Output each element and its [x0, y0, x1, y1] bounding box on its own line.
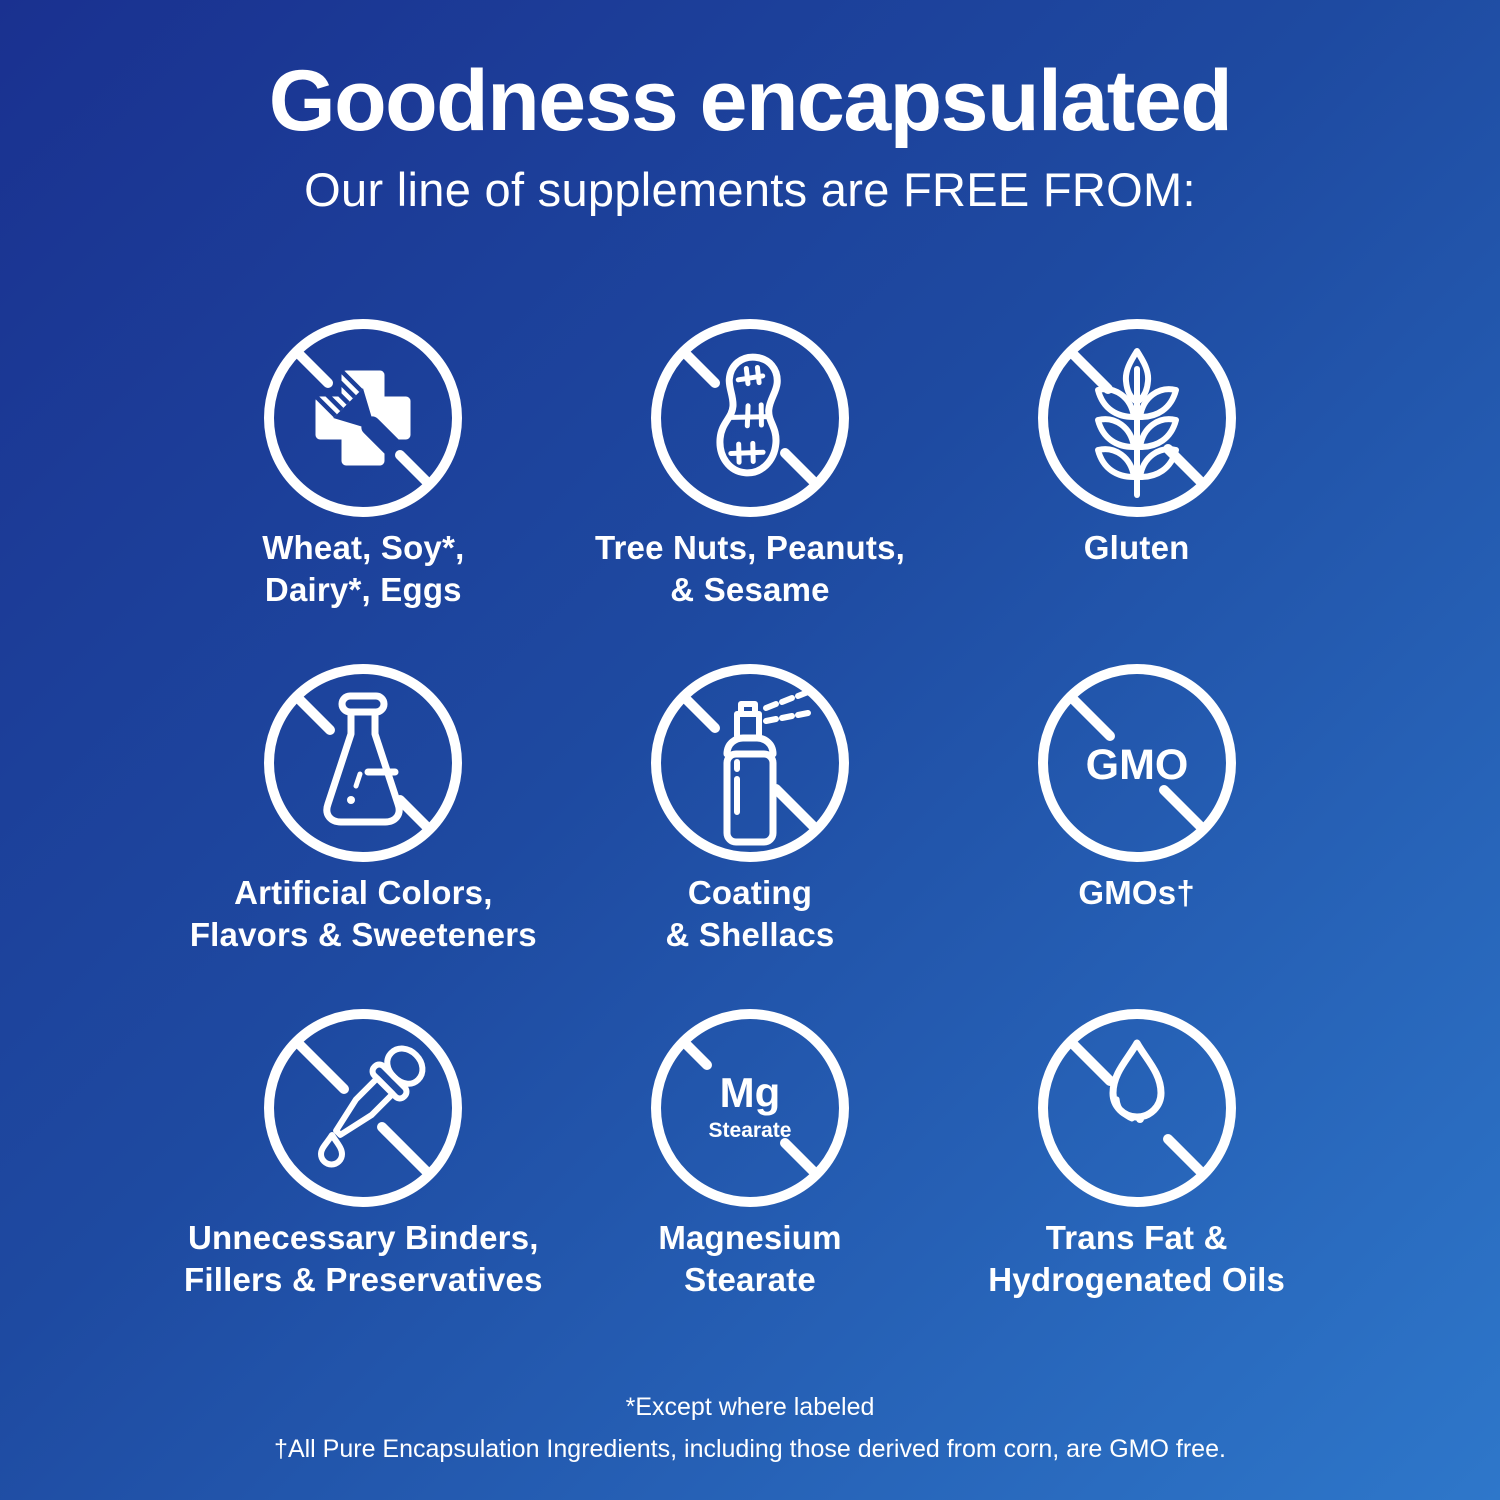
no-dropper-icon: [258, 1003, 468, 1213]
footnote-gmo-free: †All Pure Encapsulation Ingredients, inc…: [274, 1435, 1226, 1463]
no-wheat-soy-dairy-eggs-icon: [258, 313, 468, 523]
mg-icon-text: Mg: [720, 1069, 781, 1116]
free-from-item-binders: Unnecessary Binders, Fillers & Preservat…: [170, 1003, 557, 1348]
free-from-item-gmos: GMO GMOs†: [943, 658, 1330, 1003]
free-from-grid: Wheat, Soy*, Dairy*, Eggs: [170, 313, 1330, 1348]
free-from-item-trans-fat: Trans Fat & Hydrogenated Oils: [943, 1003, 1330, 1348]
item-label: Wheat, Soy*, Dairy*, Eggs: [262, 529, 465, 609]
free-from-item-allergens: Wheat, Soy*, Dairy*, Eggs: [170, 313, 557, 658]
footnote-except-where-labeled: *Except where labeled: [625, 1393, 875, 1421]
item-label: Trans Fat & Hydrogenated Oils: [988, 1219, 1286, 1299]
no-gmo-icon: GMO: [1032, 658, 1242, 868]
no-wheat-stalk-icon: [1032, 313, 1242, 523]
item-label: Tree Nuts, Peanuts, & Sesame: [594, 529, 906, 609]
no-mg-stearate-icon: Mg Stearate: [645, 1003, 855, 1213]
no-oil-drop-icon: [1032, 1003, 1242, 1213]
gmo-icon-text: GMO: [1085, 741, 1188, 789]
item-label: GMOs†: [1078, 874, 1195, 912]
free-from-item-artificial: Artificial Colors, Flavors & Sweeteners: [170, 658, 557, 1003]
header: Goodness encapsulated Our line of supple…: [0, 0, 1500, 217]
free-from-item-coating: Coating & Shellacs: [557, 658, 944, 1003]
page-subtitle: Our line of supplements are FREE FROM:: [304, 163, 1196, 217]
item-label: Gluten: [1083, 529, 1190, 567]
no-lab-flask-icon: [258, 658, 468, 868]
free-from-item-gluten: Gluten: [943, 313, 1330, 658]
item-label: Magnesium Stearate: [658, 1219, 842, 1299]
no-peanut-icon: [645, 313, 855, 523]
item-label: Coating & Shellacs: [665, 874, 835, 954]
item-label: Artificial Colors, Flavors & Sweeteners: [189, 874, 537, 954]
item-label: Unnecessary Binders, Fillers & Preservat…: [183, 1219, 543, 1299]
footnotes: *Except where labeled †All Pure Encapsul…: [0, 1386, 1500, 1470]
stearate-icon-text: Stearate: [709, 1119, 792, 1142]
free-from-item-mg-stearate: Mg Stearate Magnesium Stearate: [557, 1003, 944, 1348]
free-from-item-nuts: Tree Nuts, Peanuts, & Sesame: [557, 313, 944, 658]
no-spray-can-icon: [645, 658, 855, 868]
page-title: Goodness encapsulated: [268, 53, 1233, 149]
